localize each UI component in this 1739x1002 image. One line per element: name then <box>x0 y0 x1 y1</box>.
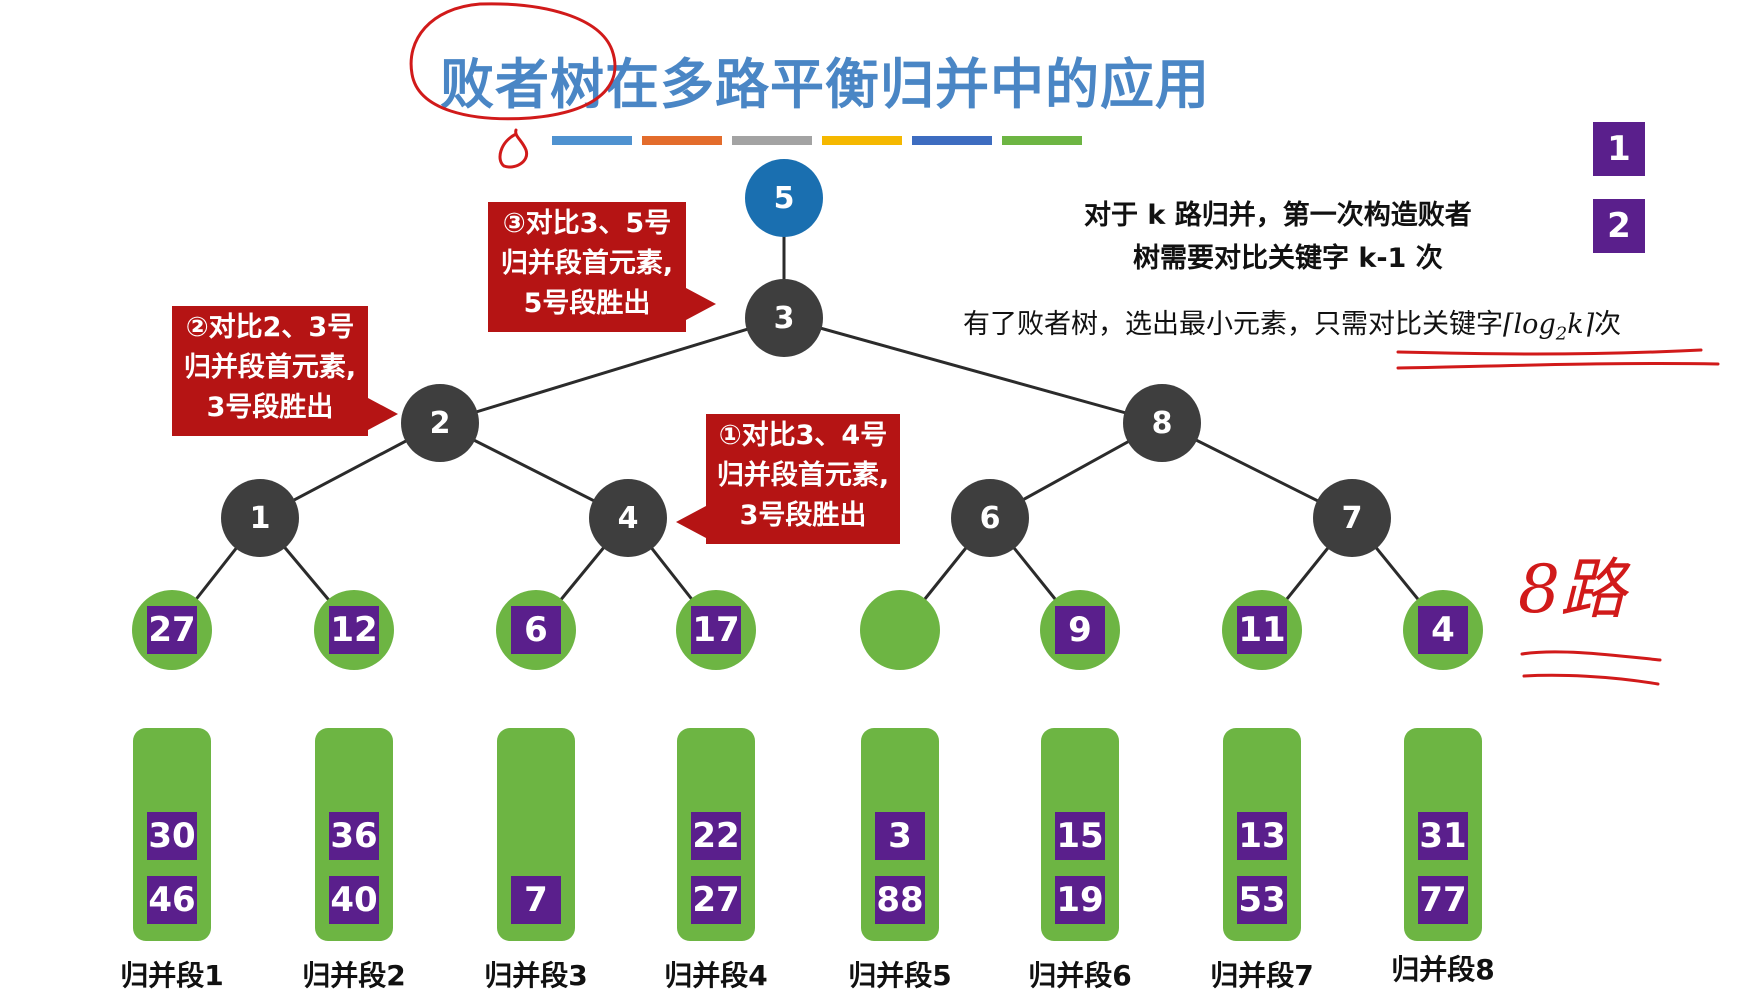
color-strip-segment <box>1002 136 1082 145</box>
merge-segment: 36 40 <box>315 728 393 941</box>
leaf-node-empty <box>860 590 940 670</box>
log-text: log <box>1513 309 1556 340</box>
merge-segment: 31 77 <box>1404 728 1482 941</box>
note-line-3-prefix: 有了败者树，选出最小元素，只需对比关键字 <box>963 309 1503 340</box>
callout-line: ③对比3、5号 <box>502 208 672 239</box>
edge-root-8 <box>783 316 1163 425</box>
segment-label: 归并段4 <box>664 959 768 992</box>
color-strip-segment <box>642 136 722 145</box>
callout-tail <box>676 506 706 538</box>
leaf-node: 9 <box>1040 590 1120 670</box>
callout-compare-3-4: ①对比3、4号 归并段首元素, 3号段胜出 <box>676 414 900 544</box>
leaf-node: 27 <box>132 590 212 670</box>
callout-line: ②对比2、3号 <box>185 312 355 343</box>
merge-segment: 30 46 <box>133 728 211 941</box>
segment-key: 30 <box>147 812 197 860</box>
root-node: 3 <box>745 279 823 357</box>
callout-line: 归并段首元素, <box>716 460 890 491</box>
leaf-node: 4 <box>1403 590 1483 670</box>
color-strip-segment <box>822 136 902 145</box>
tree-node: 8 <box>1123 384 1201 462</box>
callout-line: 归并段首元素, <box>183 352 357 383</box>
note-line-1: 对于 k 路归并，第一次构造败者 <box>1084 200 1472 231</box>
callout-compare-2-3: ②对比2、3号 归并段首元素, 3号段胜出 <box>172 306 398 436</box>
segment-label: 归并段8 <box>1391 953 1495 986</box>
tree-node: 2 <box>401 384 479 462</box>
segment-key: 13 <box>1237 812 1287 860</box>
segment-label: 归并段2 <box>302 959 406 992</box>
badge: 2 <box>1593 199 1645 253</box>
segment-key: 27 <box>691 876 741 924</box>
tree-node: 1 <box>221 479 299 557</box>
segment-label: 归并段7 <box>1210 959 1314 992</box>
segment-label: 归并段1 <box>120 959 224 992</box>
segment-key: 31 <box>1418 812 1468 860</box>
log-base: 2 <box>1555 323 1568 345</box>
edge-root-2 <box>439 316 785 425</box>
color-strip-segment <box>732 136 812 145</box>
leaf-key: 12 <box>329 606 379 654</box>
segment-label: 归并段3 <box>484 959 588 992</box>
leaf-key: 17 <box>691 606 741 654</box>
merge-segment: 15 19 <box>1041 728 1119 941</box>
leaf-key: 27 <box>147 606 197 654</box>
segment-key: 15 <box>1055 812 1105 860</box>
ceil-open: ⌈ <box>1503 309 1514 340</box>
leaf-key: 4 <box>1418 606 1468 654</box>
callout-compare-3-5: ③对比3、5号 归并段首元素, 5号段胜出 <box>488 202 716 332</box>
winner-node: 5 <box>745 159 823 237</box>
tree-node: 4 <box>589 479 667 557</box>
callout-line: 3号段胜出 <box>739 500 867 531</box>
leaf-node: 12 <box>314 590 394 670</box>
segment-key: 53 <box>1237 876 1287 924</box>
leaf-key: 11 <box>1237 606 1287 654</box>
page-title: 败者树在多路平衡归并中的应用 <box>440 53 1210 116</box>
leaf-node: 6 <box>496 590 576 670</box>
callout-tail <box>686 288 716 320</box>
leaf-key: 9 <box>1055 606 1105 654</box>
note-line-2: 树需要对比关键字 k-1 次 <box>1133 243 1443 274</box>
callout-line: ①对比3、4号 <box>718 420 888 451</box>
segment-key: 77 <box>1418 876 1468 924</box>
note-line-3: 有了败者树，选出最小元素，只需对比关键字⌈log2k⌉次 <box>963 302 1621 344</box>
callout-line: 归并段首元素, <box>500 248 674 279</box>
leaf-node: 17 <box>676 590 756 670</box>
segment-key: 46 <box>147 876 197 924</box>
merge-segment: 22 27 <box>677 728 755 941</box>
segment-key: 40 <box>329 876 379 924</box>
merge-segment: 3 88 <box>861 728 939 941</box>
callout-tail <box>368 398 398 430</box>
tree-node: 6 <box>951 479 1029 557</box>
log-formula: ⌈log2k⌉ <box>1503 309 1595 344</box>
tree-node: 7 <box>1313 479 1391 557</box>
ceil-close: ⌉ <box>1583 309 1595 340</box>
segment-key: 88 <box>875 876 925 924</box>
color-strip-segment <box>552 136 632 145</box>
color-strip-segment <box>912 136 992 145</box>
segment-key: 7 <box>511 876 561 924</box>
merge-segment: 13 53 <box>1223 728 1301 941</box>
leaf-key: 6 <box>511 606 561 654</box>
badge: 1 <box>1593 122 1645 176</box>
segment-key: 22 <box>691 812 741 860</box>
segment-label: 归并段6 <box>1028 959 1132 992</box>
note-line-3-suffix: 次 <box>1594 309 1622 340</box>
leaf-node: 11 <box>1222 590 1302 670</box>
log-arg: k <box>1567 309 1584 340</box>
segment-label: 归并段5 <box>848 959 952 992</box>
segment-key: 36 <box>329 812 379 860</box>
merge-segment: 7 <box>497 728 575 941</box>
segment-key: 19 <box>1055 876 1105 924</box>
callout-line: 3号段胜出 <box>206 392 334 423</box>
callout-line: 5号段胜出 <box>523 288 651 319</box>
segment-key: 3 <box>875 812 925 860</box>
